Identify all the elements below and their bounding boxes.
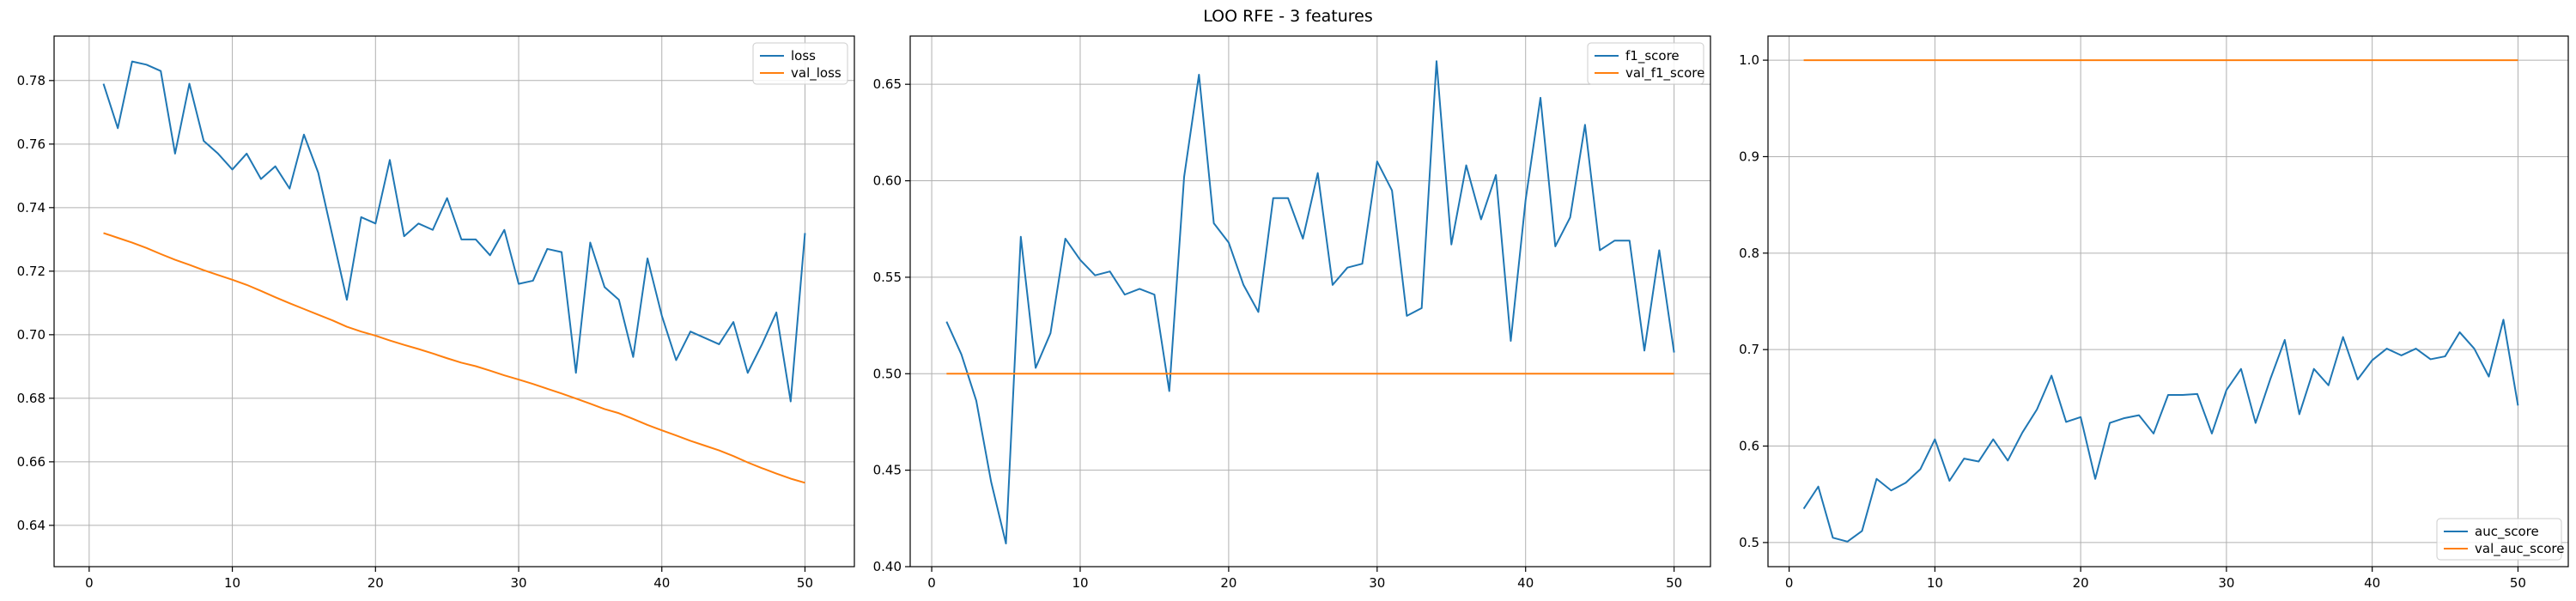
series-line-auc_score	[1802, 319, 2519, 543]
x-tick-label: 30	[2218, 575, 2234, 591]
x-tick-label: 0	[85, 575, 94, 591]
y-tick-label: 0.64	[17, 518, 46, 533]
y-tick-label: 0.74	[17, 200, 46, 216]
figure-title: LOO RFE - 3 features	[1203, 7, 1373, 26]
y-tick-label: 0.55	[873, 270, 902, 285]
axes-frame	[53, 35, 855, 568]
x-tick-label: 20	[1220, 575, 1236, 591]
y-tick-label: 0.66	[17, 454, 46, 470]
legend-label: f1_score	[1625, 48, 1680, 64]
x-tick-label: 50	[797, 575, 813, 591]
y-tick-label: 0.7	[1739, 342, 1759, 357]
y-tick-label: 0.70	[17, 327, 46, 343]
x-tick-label: 20	[2073, 575, 2089, 591]
subplot-1: 0 10 20 30 40 50 0.64 0.66 0.68 0.70 0.72 0.74 0.76 0…	[17, 35, 855, 591]
x-tick-label: 10	[224, 575, 240, 591]
y-tick-label: 0.6	[1739, 439, 1759, 454]
y-tick-label: 0.76	[17, 137, 46, 152]
x-tick-label: 30	[1369, 575, 1385, 591]
legend-label: val_loss	[791, 65, 841, 82]
y-tick-label: 0.5	[1739, 535, 1759, 550]
x-tick-label: 30	[510, 575, 526, 591]
series-line-loss	[102, 60, 806, 403]
x-tick-label: 10	[1072, 575, 1088, 591]
y-tick-label: 0.9	[1739, 149, 1759, 164]
y-tick-label: 0.72	[17, 264, 46, 279]
x-tick-label: 40	[653, 575, 670, 591]
x-tick-label: 40	[1517, 575, 1534, 591]
y-tick-label: 0.40	[873, 559, 902, 574]
x-tick-label: 50	[1666, 575, 1682, 591]
axes-frame	[909, 35, 1711, 568]
y-tick-label: 0.45	[873, 463, 902, 478]
x-tick-label: 0	[1785, 575, 1794, 591]
series-line-f1_score	[945, 60, 1675, 545]
y-tick-label: 0.50	[873, 366, 902, 381]
series-line-val_loss	[103, 232, 805, 484]
y-tick-label: 1.0	[1739, 52, 1759, 68]
axes-frame	[1767, 35, 2569, 568]
legend-box	[2436, 518, 2562, 561]
y-tick-label: 0.68	[17, 391, 46, 406]
x-tick-label: 40	[2364, 575, 2380, 591]
x-tick-label: 50	[2510, 575, 2526, 591]
legend-label: val_auc_score	[2475, 541, 2565, 557]
legend-label: auc_score	[2475, 524, 2539, 540]
y-tick-label: 0.65	[873, 76, 902, 92]
y-tick-label: 0.60	[873, 173, 902, 189]
x-tick-label: 0	[927, 575, 936, 591]
y-tick-label: 0.78	[17, 73, 46, 88]
y-tick-label: 0.8	[1739, 246, 1759, 261]
subplot-3: 0 10 20 30 40 50 0.5 0.6 0.7 0.8 0.9 1.0 auc_scoreva…	[1739, 35, 2569, 591]
x-tick-label: 10	[1927, 575, 1943, 591]
legend-label: val_f1_score	[1625, 65, 1704, 82]
subplot-2: 0 10 20 30 40 50 0.40 0.45 0.50 0.55 0.60 0.65 f1_sc…	[873, 35, 1711, 591]
legend-label: loss	[791, 48, 816, 64]
x-tick-label: 20	[368, 575, 384, 591]
